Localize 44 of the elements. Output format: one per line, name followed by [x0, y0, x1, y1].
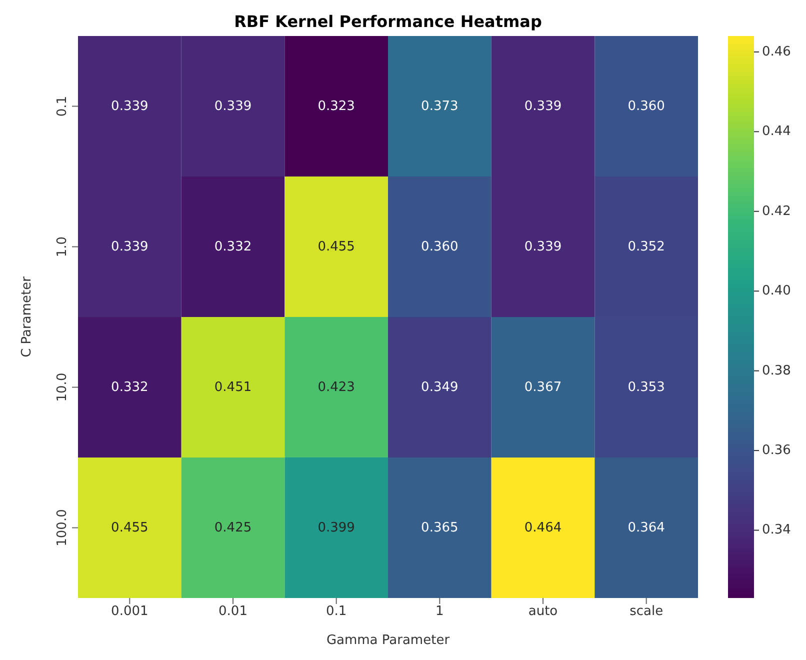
y-tick-label: 1.0	[55, 236, 70, 258]
y-tick-label: 10.0	[55, 372, 70, 402]
data-label: 0.373	[421, 98, 458, 114]
color-bar-label: 0.38	[762, 363, 791, 378]
data-label: 0.464	[524, 520, 562, 536]
data-label: 0.451	[214, 380, 252, 395]
color-bar-label: 0.44	[762, 124, 791, 140]
x-tick-label: 0.01	[218, 604, 248, 620]
x-axis-title: Gamma Parameter	[326, 633, 450, 648]
data-label: 0.455	[111, 520, 148, 536]
color-bar-label: 0.40	[762, 284, 791, 299]
color-bar-label: 0.36	[762, 443, 791, 458]
color-bar-label: 0.46	[762, 44, 791, 60]
y-tick-label: 0.1	[55, 96, 70, 117]
data-label: 0.455	[318, 239, 355, 254]
data-label: 0.339	[524, 98, 562, 114]
data-label: 0.339	[111, 239, 148, 254]
color-bar-label: 0.42	[762, 204, 791, 219]
x-tick-label: auto	[528, 604, 558, 620]
data-label: 0.423	[318, 380, 355, 395]
data-label: 0.360	[628, 98, 665, 114]
data-label: 0.323	[318, 98, 355, 114]
y-axis-title: C Parameter	[20, 276, 35, 358]
data-label: 0.360	[421, 239, 458, 254]
chart-title: RBF Kernel Performance Heatmap	[233, 12, 543, 31]
data-label: 0.352	[628, 239, 665, 254]
x-tick-label: 0.1	[326, 604, 347, 620]
data-label: 0.339	[111, 98, 148, 114]
data-label: 0.399	[318, 520, 355, 536]
x-tick-label: 1	[436, 604, 444, 620]
data-label: 0.339	[524, 239, 562, 254]
data-label: 0.364	[628, 520, 665, 536]
x-tick-label: scale	[630, 604, 664, 620]
data-label: 0.365	[421, 520, 458, 536]
data-label: 0.353	[628, 380, 665, 395]
data-label: 0.339	[214, 98, 252, 114]
data-label: 0.332	[111, 380, 148, 395]
x-tick-label: 0.001	[111, 604, 148, 620]
y-tick-label: 100.0	[55, 509, 70, 546]
data-label: 0.349	[421, 380, 458, 395]
data-label: 0.332	[214, 239, 252, 254]
data-label: 0.367	[524, 380, 562, 395]
data-label: 0.425	[214, 520, 252, 536]
color-bar-label: 0.34	[762, 522, 791, 538]
